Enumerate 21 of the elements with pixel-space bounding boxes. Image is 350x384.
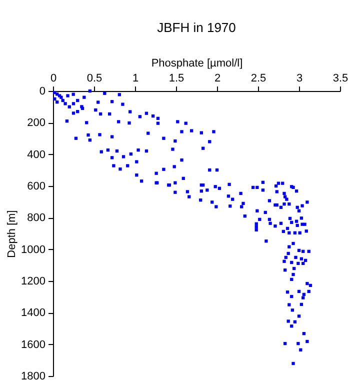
y-tick-label: 1800	[21, 370, 46, 382]
x-tick-label: 2.5	[250, 72, 266, 84]
x-tick-label: 1	[132, 72, 139, 84]
y-tick-label: 0	[39, 86, 46, 98]
y-tick-label: 1400	[21, 307, 46, 320]
y-tick-label: 1000	[21, 244, 46, 256]
x-axis-title: Phosphate [µmol/l]	[151, 58, 243, 70]
y-tick-label: 200	[27, 117, 46, 130]
y-tick-label: 600	[27, 180, 46, 192]
chart-title: JBFH in 1970	[157, 20, 236, 35]
x-tick-label: 0.5	[86, 72, 102, 84]
x-tick-label: 3	[296, 72, 303, 84]
y-axis-title: Depth [m]	[6, 210, 18, 258]
y-tick-label: 1600	[21, 338, 46, 351]
x-tick-label: 2	[214, 72, 221, 84]
x-tick-label: 3.5	[332, 72, 348, 84]
y-tick-label: 400	[27, 148, 46, 161]
x-tick-label: 0	[50, 72, 57, 84]
y-tick-label: 800	[27, 212, 46, 224]
y-tick-label: 1200	[21, 276, 46, 288]
x-tick-label: 1.5	[168, 72, 184, 84]
